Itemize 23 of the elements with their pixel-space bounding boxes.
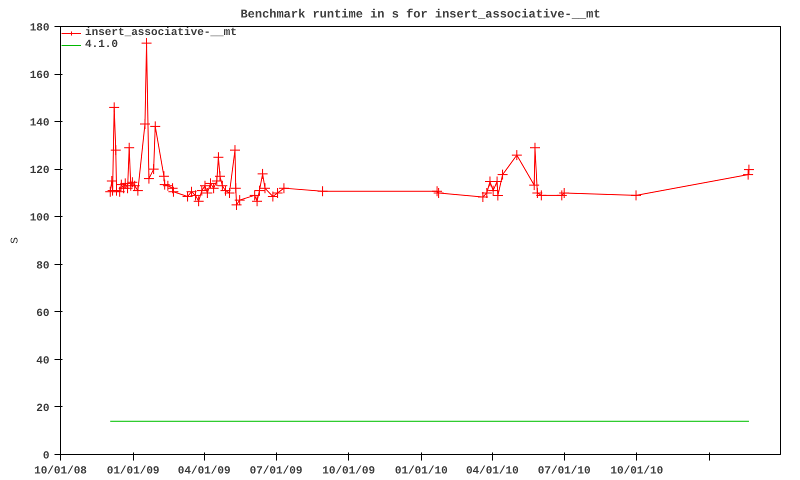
y-tick-label: 100: [30, 212, 50, 225]
x-tick-label: 07/01/10: [538, 466, 591, 478]
y-tick-label: 160: [30, 70, 50, 82]
y-tick-label: 120: [30, 165, 50, 178]
y-tick-label: 0: [42, 450, 50, 462]
x-tick-label: 04/01/09: [178, 466, 231, 478]
chart-title: Benchmark runtime in s for insert_associative-__mt: [240, 8, 601, 22]
y-axis-title: s: [6, 236, 22, 244]
x-tick-label: 04/01/10: [466, 466, 519, 478]
x-tick-label: 10/01/10: [610, 466, 664, 478]
x-tick-label: 01/01/09: [106, 466, 160, 478]
y-tick-label: 60: [36, 308, 50, 320]
y-tick-label: 40: [36, 355, 50, 368]
y-tick-label: 80: [36, 260, 50, 272]
legend-label: insert_associative-__mt: [85, 27, 237, 39]
x-tick-label: 10/01/08: [34, 466, 88, 478]
x-tick-label: 07/01/09: [250, 466, 302, 478]
y-tick-label: 140: [30, 118, 50, 130]
x-tick-label: 01/01/10: [394, 466, 448, 478]
y-tick-label: 180: [30, 22, 50, 34]
legend-label: 4.1.0: [85, 39, 118, 51]
x-tick-label: 10/01/09: [322, 466, 376, 478]
y-tick-label: 20: [36, 402, 50, 415]
